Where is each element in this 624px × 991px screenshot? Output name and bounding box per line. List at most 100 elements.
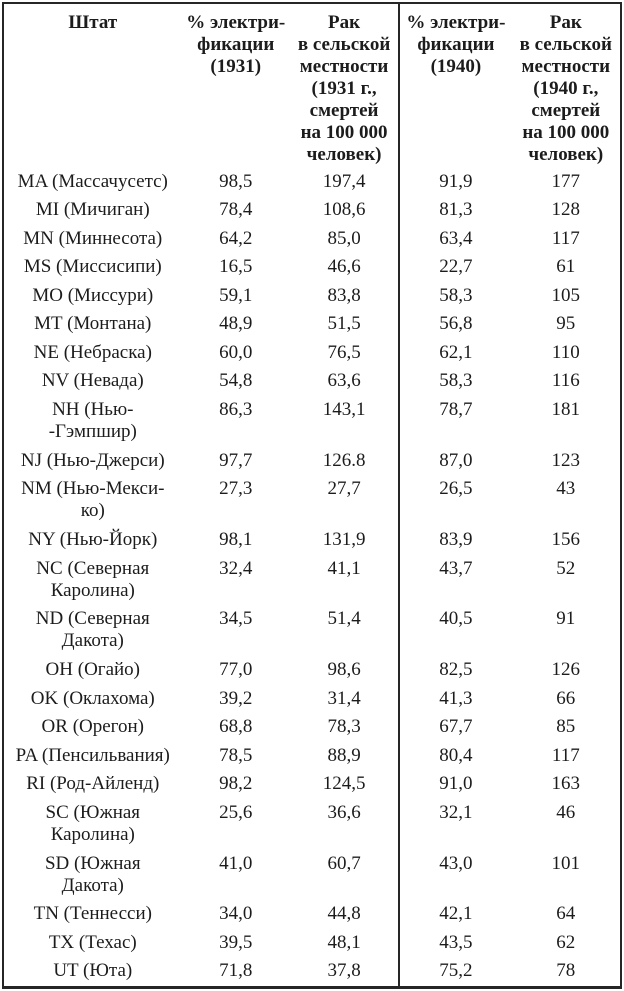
electrification-1931-cell: 39,5 <box>219 931 253 953</box>
table-row: NC (Северная Каролина) 32,4 41,1 43,7 52 <box>3 554 621 606</box>
rural-cancer-1931-cell: 27,7 <box>327 478 361 500</box>
electrification-1940-cell: 41,3 <box>398 684 512 714</box>
rural-cancer-1940-cell: 126 <box>551 659 581 681</box>
col-header-electrification-1931: % электри- фикации (1931) <box>186 12 286 77</box>
rural-cancer-1940-cell: 52 <box>556 557 576 579</box>
rural-cancer-1940-cell: 156 <box>551 529 581 551</box>
state-cell: UT (Юта) <box>53 960 133 982</box>
electrification-1940-cell: 87,0 <box>398 446 512 476</box>
rural-cancer-1940-cell: 117 <box>551 744 580 766</box>
electrification-1940-cell: 62,1 <box>398 338 512 368</box>
rural-cancer-1940-cell: 43 <box>556 478 576 500</box>
state-cell: MO (Миссури) <box>32 284 154 306</box>
state-cell: MN (Миннесота) <box>23 227 163 249</box>
rural-cancer-1940-cell: 46 <box>556 801 576 823</box>
table-row: MA (Массачусетс) 98,5 197,4 91,9 177 <box>3 168 621 197</box>
rural-cancer-1940-cell: 117 <box>551 227 580 249</box>
rural-cancer-1931-cell: 46,6 <box>327 256 361 278</box>
electrification-1940-cell: 75,2 <box>398 957 512 988</box>
rural-cancer-1931-cell: 124,5 <box>322 773 366 795</box>
electrification-1940-cell: 32,1 <box>398 798 512 850</box>
electrification-1940-cell: 80,4 <box>398 741 512 771</box>
rural-cancer-1940-cell: 128 <box>551 199 581 221</box>
rural-cancer-1931-cell: 36,6 <box>327 801 361 823</box>
rural-cancer-1940-cell: 78 <box>556 960 576 982</box>
electrification-1940-cell: 58,3 <box>398 367 512 396</box>
state-cell: MI (Мичиган) <box>35 199 150 221</box>
electrification-1931-cell: 27,3 <box>219 478 253 500</box>
electrification-1931-cell: 98,1 <box>219 529 253 551</box>
table-row: MS (Миссисипи) 16,5 46,6 22,7 61 <box>3 253 621 282</box>
rural-cancer-1940-cell: 163 <box>551 773 581 795</box>
rural-cancer-1931-cell: 51,4 <box>327 608 361 630</box>
table-body: MA (Массачусетс) 98,5 197,4 91,9 177 MI … <box>3 168 621 988</box>
table-row: MN (Миннесота) 64,2 85,0 63,4 117 <box>3 224 621 254</box>
rural-cancer-1931-cell: 126.8 <box>322 449 366 471</box>
electrification-1940-cell: 78,7 <box>398 395 512 447</box>
rural-cancer-1931-cell: 44,8 <box>327 903 361 925</box>
table-row: SC (Южная Каролина) 25,6 36,6 32,1 46 <box>3 798 621 850</box>
table-row: NJ (Нью-Джерси) 97,7 126.8 87,0 123 <box>3 446 621 476</box>
table-row: OH (Огайо) 77,0 98,6 82,5 126 <box>3 656 621 685</box>
state-cell: NV (Невада) <box>41 370 144 392</box>
rural-cancer-1931-cell: 108,6 <box>322 199 366 221</box>
rural-cancer-1940-cell: 95 <box>556 313 576 335</box>
electrification-1931-cell: 78,5 <box>219 744 253 766</box>
table-row: NV (Невада) 54,8 63,6 58,3 116 <box>3 367 621 396</box>
rural-cancer-1931-cell: 78,3 <box>327 716 361 738</box>
state-cell: NY (Нью-Йорк) <box>28 529 158 551</box>
electrification-1940-cell: 91,0 <box>398 770 512 799</box>
table-row: OK (Оклахома) 39,2 31,4 41,3 66 <box>3 684 621 714</box>
rural-cancer-1940-cell: 110 <box>551 341 580 363</box>
rural-cancer-1931-cell: 51,5 <box>327 313 361 335</box>
table-row: PA (Пенсильвания) 78,5 88,9 80,4 117 <box>3 741 621 771</box>
state-cell: TX (Техас) <box>48 931 137 953</box>
table-row: UT (Юта) 71,8 37,8 75,2 78 <box>3 957 621 988</box>
rural-cancer-1940-cell: 181 <box>551 398 581 420</box>
electrification-1931-cell: 68,8 <box>219 716 253 738</box>
col-header-rural-cancer-1931: Рак в сельской местности (1931 г., смерт… <box>297 12 391 165</box>
rural-cancer-1931-cell: 60,7 <box>327 852 361 874</box>
rural-cancer-1931-cell: 98,6 <box>327 659 361 681</box>
col-header-state: Штат <box>68 12 118 33</box>
table-row: OR (Орегон) 68,8 78,3 67,7 85 <box>3 713 621 742</box>
header-row: Штат % электри- фикации (1931) Рак в сел… <box>3 3 621 168</box>
electrification-1931-cell: 97,7 <box>219 449 253 471</box>
state-cell: NE (Небраска) <box>33 341 152 363</box>
electrification-1931-cell: 71,8 <box>219 960 253 982</box>
table-row: NH (Нью- -Гэмпшир) 86,3 143,1 78,7 181 <box>3 395 621 447</box>
rural-cancer-1940-cell: 101 <box>551 852 581 874</box>
electrification-1940-cell: 43,0 <box>398 849 512 901</box>
rural-cancer-1940-cell: 61 <box>556 256 576 278</box>
table-row: NM (Нью-Мекси- ко) 27,3 27,7 26,5 43 <box>3 475 621 527</box>
state-cell: ND (Северная Дакота) <box>35 608 150 652</box>
electrification-1940-cell: 91,9 <box>398 168 512 197</box>
table-row: ND (Северная Дакота) 34,5 51,4 40,5 91 <box>3 605 621 657</box>
col-header-rural-cancer-1940: Рак в сельской местности (1940 г., смерт… <box>519 12 612 165</box>
electrification-1931-cell: 41,0 <box>219 852 253 874</box>
rural-cancer-1931-cell: 88,9 <box>327 744 361 766</box>
electrification-1931-cell: 32,4 <box>219 557 253 579</box>
rural-cancer-1931-cell: 37,8 <box>327 960 361 982</box>
state-cell: NH (Нью- -Гэмпшир) <box>48 398 137 442</box>
state-cell: PA (Пенсильвания) <box>15 744 170 766</box>
state-cell: OR (Орегон) <box>41 716 144 738</box>
electrification-1940-cell: 42,1 <box>398 900 512 929</box>
rural-cancer-1931-cell: 85,0 <box>327 227 361 249</box>
electrification-1931-cell: 54,8 <box>219 370 253 392</box>
rural-cancer-1931-cell: 76,5 <box>327 341 361 363</box>
state-cell: OH (Огайо) <box>45 659 141 681</box>
electrification-1931-cell: 34,5 <box>219 608 253 630</box>
electrification-1931-cell: 78,4 <box>219 199 253 221</box>
electrification-1940-cell: 63,4 <box>398 224 512 254</box>
electrification-1931-cell: 25,6 <box>219 801 253 823</box>
rural-cancer-1940-cell: 64 <box>556 903 576 925</box>
state-cell: MT (Монтана) <box>34 313 152 335</box>
electrification-1940-cell: 82,5 <box>398 656 512 685</box>
table-header: Штат % электри- фикации (1931) Рак в сел… <box>3 3 621 168</box>
electrification-1931-cell: 77,0 <box>219 659 253 681</box>
table-row: MO (Миссури) 59,1 83,8 58,3 105 <box>3 281 621 311</box>
table-row: SD (Южная Дакота) 41,0 60,7 43,0 101 <box>3 849 621 901</box>
